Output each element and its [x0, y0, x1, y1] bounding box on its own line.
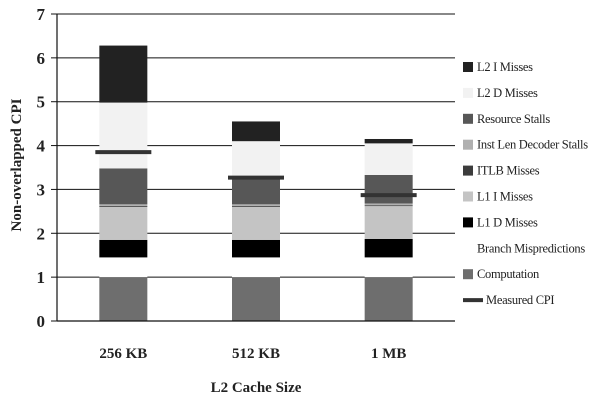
bar-segment [99, 206, 148, 240]
x-category-label: 512 KB [232, 346, 280, 362]
y-tick-label: 6 [37, 49, 46, 68]
bar-segment [364, 277, 413, 321]
legend-swatch [463, 62, 473, 72]
bar-segment [99, 102, 148, 169]
bar-segment [99, 168, 148, 205]
bar-segment [232, 206, 280, 240]
bar-segment [364, 143, 413, 175]
bar-segment [232, 257, 280, 278]
bar-segment [364, 205, 413, 207]
legend-label: Inst Len Decoder Stalls [477, 138, 588, 152]
y-tick-label: 0 [37, 312, 46, 331]
legend-swatch [463, 87, 473, 98]
bar-segment [232, 239, 280, 258]
legend-swatch [463, 243, 473, 254]
legend-label: Resource Stalls [477, 112, 550, 126]
legend-item: L2 I Misses [463, 60, 533, 74]
bar-segment [99, 277, 148, 321]
legend-item: Measured CPI [463, 293, 555, 307]
legend-swatch [463, 139, 473, 150]
legend-swatch [463, 191, 473, 202]
bar-segment [232, 121, 280, 142]
legend-item: Computation [463, 267, 540, 281]
bar-segment [232, 204, 280, 207]
bar-segment [364, 238, 413, 258]
bar-segment [99, 257, 148, 278]
x-category-label: 256 KB [99, 346, 147, 362]
bar-segment [99, 45, 148, 103]
legend-label: Measured CPI [486, 293, 554, 307]
legend-label: L2 I Misses [477, 60, 533, 74]
legend-label: Branch Mispredictions [477, 241, 585, 255]
bar-segment [364, 138, 413, 144]
legend-label: ITLB Misses [477, 164, 540, 178]
y-tick-label: 3 [37, 180, 46, 199]
y-tick-label: 5 [37, 93, 46, 112]
legend-swatch [463, 217, 473, 228]
legend-label: Computation [477, 267, 540, 281]
bar-segment [232, 176, 280, 205]
bar-segment [99, 239, 148, 258]
y-axis-title: Non-overlapped CPI [9, 98, 25, 231]
bar-segment [99, 206, 148, 207]
axes [51, 13, 455, 322]
y-tick-labels: 0 1 2 3 4 5 6 7 [37, 5, 46, 331]
legend-item: Branch Mispredictions [463, 241, 586, 255]
bar-segment [99, 204, 148, 207]
x-category-label: 1 MB [371, 346, 406, 362]
bar-segment [364, 206, 413, 239]
legend-label: L2 D Misses [477, 86, 538, 100]
legend-item: L2 D Misses [463, 86, 538, 100]
legend-item: Inst Len Decoder Stalls [463, 138, 589, 152]
stacked-bars [99, 45, 413, 321]
legend-label: L1 D Misses [477, 215, 538, 229]
y-tick-label: 4 [37, 137, 46, 156]
y-tick-label: 1 [37, 268, 46, 287]
legend-swatch [463, 165, 473, 176]
x-category-labels: 256 KB 512 KB 1 MB [99, 346, 406, 362]
legend-item: L1 I Misses [463, 190, 533, 204]
legend-item: Resource Stalls [463, 112, 551, 126]
bar-segment [232, 206, 280, 207]
bar-segment [364, 174, 413, 204]
bar-segment [232, 141, 280, 177]
legend: L2 I Misses L2 D Misses Resource Stalls Ins… [463, 60, 589, 307]
measured-cpi-markers [95, 150, 417, 198]
y-tick-label: 2 [37, 224, 46, 243]
bar-segment [232, 277, 280, 321]
bar-segment [364, 257, 413, 278]
legend-label: L1 I Misses [477, 190, 533, 204]
legend-swatch [463, 269, 473, 280]
legend-item: ITLB Misses [463, 164, 540, 178]
bar-segment [364, 203, 413, 206]
x-axis-title: L2 Cache Size [211, 380, 302, 396]
legend-item: L1 D Misses [463, 215, 538, 229]
legend-swatch [463, 113, 473, 124]
y-tick-label: 7 [37, 5, 46, 24]
